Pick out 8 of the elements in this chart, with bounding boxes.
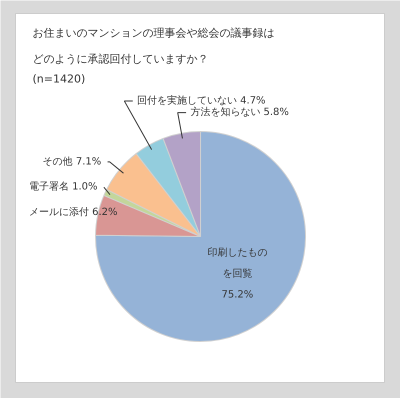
slice-label: 回付を実施していない 4.7%	[136, 94, 266, 107]
slice-label: 方法を知らない 5.8%	[190, 106, 289, 118]
data-label: 75.2%	[222, 289, 254, 300]
slice-label: その他 7.1%	[42, 155, 102, 168]
chart-title: お住まいのマンションの理事会や総会の議事録はどのように承認回付していますか？	[32, 26, 275, 66]
slice-label: 電子署名 1.0%	[28, 180, 98, 193]
chart-subtitle: (n=1420)	[32, 72, 86, 86]
slice-label: 印刷したものを回覧	[207, 246, 268, 280]
